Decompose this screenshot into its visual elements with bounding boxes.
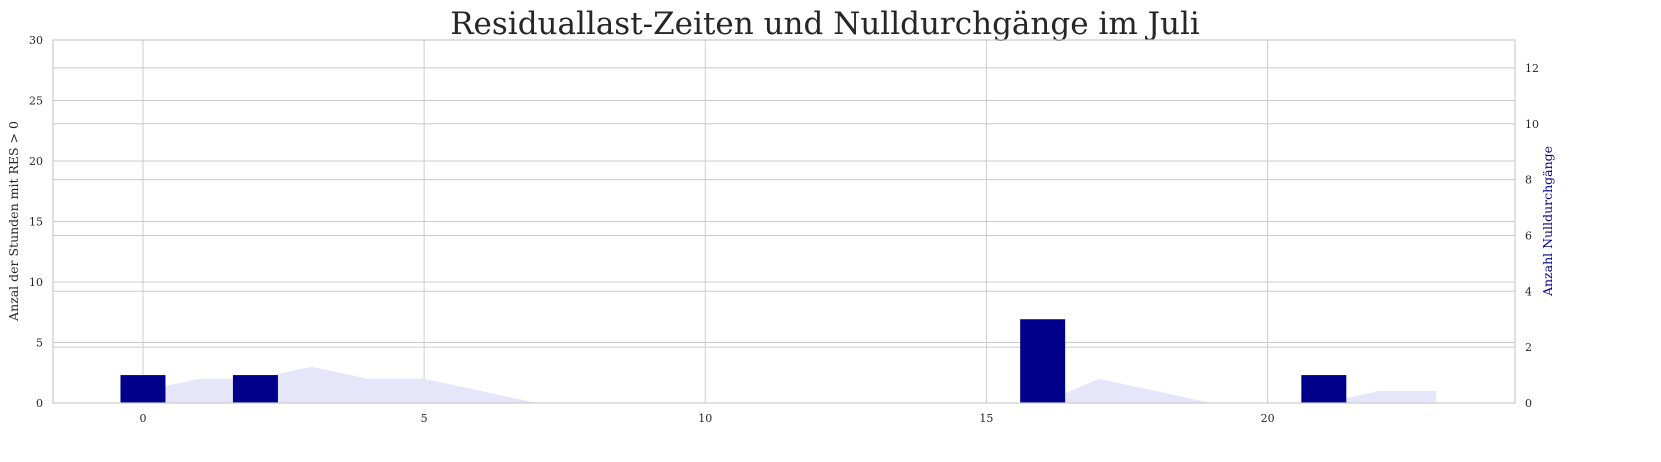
area-layer	[142, 366, 1437, 403]
x-tick-label: 5	[421, 412, 428, 425]
y-left-tick-label: 30	[29, 34, 43, 47]
grid-layer	[53, 39, 1515, 404]
x-tick-label: 10	[698, 412, 712, 425]
y-right-axis-ticks: 0 2 4 6 8 10 12	[1525, 62, 1539, 410]
y-right-tick-label: 8	[1525, 174, 1532, 187]
y-right-tick-label: 0	[1525, 397, 1532, 410]
y-left-axis-ticks: 0 5 10 15 20 25 30	[29, 34, 43, 410]
bar	[232, 375, 278, 403]
y-left-tick-label: 10	[29, 276, 43, 289]
y-axis-left-label: Anzal der Stunden mit RES > 0	[6, 121, 21, 322]
x-axis-ticks: 0 5 10 15 20	[139, 412, 1274, 425]
bar	[1301, 375, 1347, 403]
plot-frame	[52, 39, 1516, 404]
y-right-tick-label: 2	[1525, 341, 1532, 354]
y-right-tick-label: 4	[1525, 285, 1532, 298]
bar	[120, 375, 166, 403]
x-tick-label: 20	[1261, 412, 1275, 425]
y-right-tick-label: 6	[1525, 229, 1532, 242]
y-left-tick-label: 15	[29, 216, 43, 229]
y-left-tick-label: 20	[29, 155, 43, 168]
bar	[1020, 319, 1066, 403]
y-left-tick-label: 25	[29, 95, 43, 108]
y-axis-right-label: Anzahl Nulldurchgänge	[1540, 146, 1555, 297]
series-area	[142, 366, 1437, 403]
y-left-tick-label: 0	[36, 397, 43, 410]
x-tick-label: 0	[139, 412, 146, 425]
x-tick-label: 15	[979, 412, 993, 425]
y-left-tick-label: 5	[36, 337, 43, 350]
bar-layer	[120, 319, 1347, 403]
chart-title: Residuallast-Zeiten und Nulldurchgänge i…	[450, 6, 1200, 42]
y-right-tick-label: 10	[1525, 118, 1539, 131]
y-right-tick-label: 12	[1525, 62, 1539, 75]
